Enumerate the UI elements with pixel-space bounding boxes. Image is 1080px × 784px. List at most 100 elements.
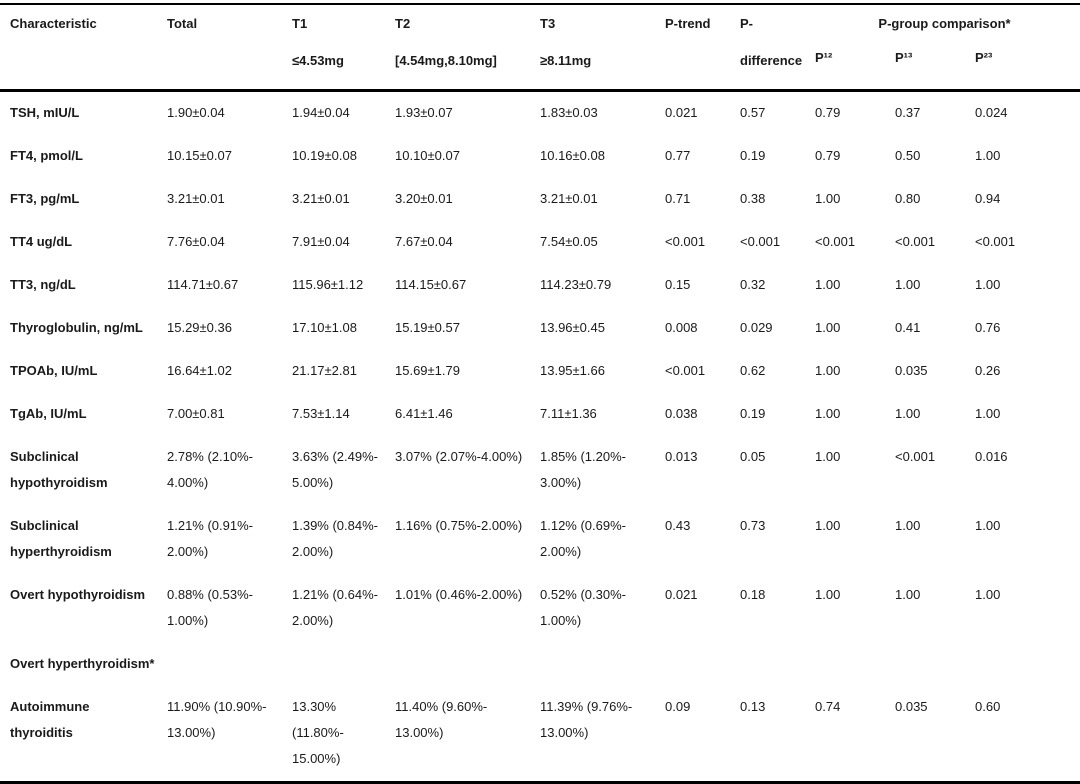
cell [815, 643, 895, 686]
cell: 10.16±0.08 [540, 147, 605, 163]
cell: 7.11±1.36 [540, 405, 597, 421]
cell: 3.21±0.01 [540, 190, 598, 206]
cell: <0.001 [895, 448, 936, 464]
row-label: Overt hyperthyroidism* [10, 655, 155, 671]
table-row: FT4, pmol/L 10.15±0.07 10.19±0.08 10.10±0.0… [0, 135, 1080, 178]
col-header-t1: T1 ≤4.53mg [292, 16, 344, 68]
cell: 0.035 [895, 362, 928, 378]
cell: 0.13 [740, 698, 766, 714]
table-body: TSH, mIU/L 1.90±0.04 1.94±0.04 1.93±0.07 1.8… [0, 90, 1080, 782]
cell: 1.00 [975, 276, 1001, 292]
row-label: TPOAb, IU/mL [10, 362, 98, 378]
cell: 0.62 [740, 362, 766, 378]
cell: 13.96±0.45 [540, 319, 605, 335]
cell: 1.00 [815, 405, 841, 421]
table-row: Thyroglobulin, ng/mL 15.29±0.36 17.10±1.08… [0, 307, 1080, 350]
cell: 1.00 [975, 517, 1001, 533]
cell: 1.39% (0.84%- 2.00%) [292, 517, 378, 559]
cell: 0.09 [665, 698, 691, 714]
table-header: Characteristic Total T1 ≤4.53mg T2 [4.54… [0, 4, 1080, 90]
cell: 0.035 [895, 698, 928, 714]
cell: 13.30% (11.80%- 15.00%) [292, 698, 344, 766]
cell: 0.71 [665, 190, 691, 206]
cell: 0.024 [975, 104, 1008, 120]
row-label: TSH, mIU/L [10, 104, 80, 120]
cell: 0.60 [975, 698, 1001, 714]
cell: 1.00 [975, 405, 1001, 421]
row-label: TgAb, IU/mL [10, 405, 87, 421]
table-row: TSH, mIU/L 1.90±0.04 1.94±0.04 1.93±0.07 1.8… [0, 90, 1080, 135]
cell: 11.90% (10.90%- 13.00%) [167, 698, 267, 740]
cell: 1.90±0.04 [167, 104, 225, 120]
cell: 0.26 [975, 362, 1001, 378]
col-header-p12: P¹² [815, 50, 833, 65]
cell: 6.41±1.46 [395, 405, 453, 421]
col-header-p-trend: P-trend [665, 16, 711, 31]
cell: 11.39% (9.76%- 13.00%) [540, 698, 633, 740]
cell: 1.00 [815, 362, 841, 378]
cell: 0.021 [665, 586, 698, 602]
cell: 7.53±1.14 [292, 405, 350, 421]
cell: <0.001 [740, 233, 781, 249]
row-label: Subclinical hyperthyroidism [10, 517, 112, 559]
cell: 0.013 [665, 448, 698, 464]
cell [167, 643, 292, 686]
header-row-2: P¹² P¹³ P²³ [0, 41, 1080, 90]
row-label: TT3, ng/dL [10, 276, 76, 292]
cell: <0.001 [665, 233, 706, 249]
cell: 0.79 [815, 147, 841, 163]
row-label: Subclinical hypothyroidism [10, 448, 108, 490]
cell [540, 643, 665, 686]
cell: 1.00 [815, 448, 841, 464]
table-row: TT3, ng/dL 114.71±0.67 115.96±1.12 114.15±0… [0, 264, 1080, 307]
cell: 17.10±1.08 [292, 319, 357, 335]
cell: 115.96±1.12 [292, 276, 364, 292]
row-label: FT4, pmol/L [10, 147, 83, 163]
cell: 1.93±0.07 [395, 104, 453, 120]
col-header-t2: T2 [4.54mg,8.10mg] [395, 16, 497, 68]
cell: 114.71±0.67 [167, 276, 239, 292]
cell: 0.94 [975, 190, 1001, 206]
cell: 0.18 [740, 586, 766, 602]
cell: 7.67±0.04 [395, 233, 453, 249]
cell: 1.00 [815, 276, 841, 292]
cell [292, 643, 395, 686]
cell: 1.00 [975, 147, 1001, 163]
cell: 1.83±0.03 [540, 104, 598, 120]
cell: 1.00 [815, 586, 841, 602]
cell: 0.008 [665, 319, 698, 335]
table-row: Subclinical hypothyroidism 2.78% (2.10%- … [0, 436, 1080, 505]
table-row: TT4 ug/dL 7.76±0.04 7.91±0.04 7.67±0.04 7.54… [0, 221, 1080, 264]
cell: 0.05 [740, 448, 766, 464]
col-header-p-difference: P- difference [740, 16, 803, 68]
cell: 3.21±0.01 [292, 190, 350, 206]
cell: 1.00 [815, 319, 841, 335]
cell: 1.00 [895, 517, 921, 533]
cell [975, 643, 1080, 686]
cell: 15.19±0.57 [395, 319, 460, 335]
header-row-1: Characteristic Total T1 ≤4.53mg T2 [4.54… [0, 4, 1080, 68]
col-header-total: Total [167, 16, 198, 31]
cell: 0.80 [895, 190, 921, 206]
cell: 3.21±0.01 [167, 190, 225, 206]
cell: 0.016 [975, 448, 1008, 464]
table-row: TPOAb, IU/mL 16.64±1.02 21.17±2.81 15.69±1.… [0, 350, 1080, 393]
cell: 21.17±2.81 [292, 362, 357, 378]
row-label: Autoimmune thyroiditis [10, 698, 90, 740]
cell: 1.00 [895, 276, 921, 292]
cell: 0.029 [740, 319, 773, 335]
col-header-p-group-comparison: P-group comparison* [878, 16, 1011, 31]
cell: 1.00 [895, 586, 921, 602]
cell: 1.12% (0.69%- 2.00%) [540, 517, 626, 559]
table-row: TgAb, IU/mL 7.00±0.81 7.53±1.14 6.41±1.46 7.… [0, 393, 1080, 436]
cell: 16.64±1.02 [167, 362, 232, 378]
cell: 0.77 [665, 147, 691, 163]
cell: 0.57 [740, 104, 766, 120]
table-row: FT3, pg/mL 3.21±0.01 3.21±0.01 3.20±0.01 3.2… [0, 178, 1080, 221]
row-label: FT3, pg/mL [10, 190, 80, 206]
cell: 15.69±1.79 [395, 362, 460, 378]
cell: 0.37 [895, 104, 921, 120]
cell: 0.73 [740, 517, 766, 533]
row-label: Thyroglobulin, ng/mL [10, 319, 143, 335]
cell: 0.32 [740, 276, 766, 292]
